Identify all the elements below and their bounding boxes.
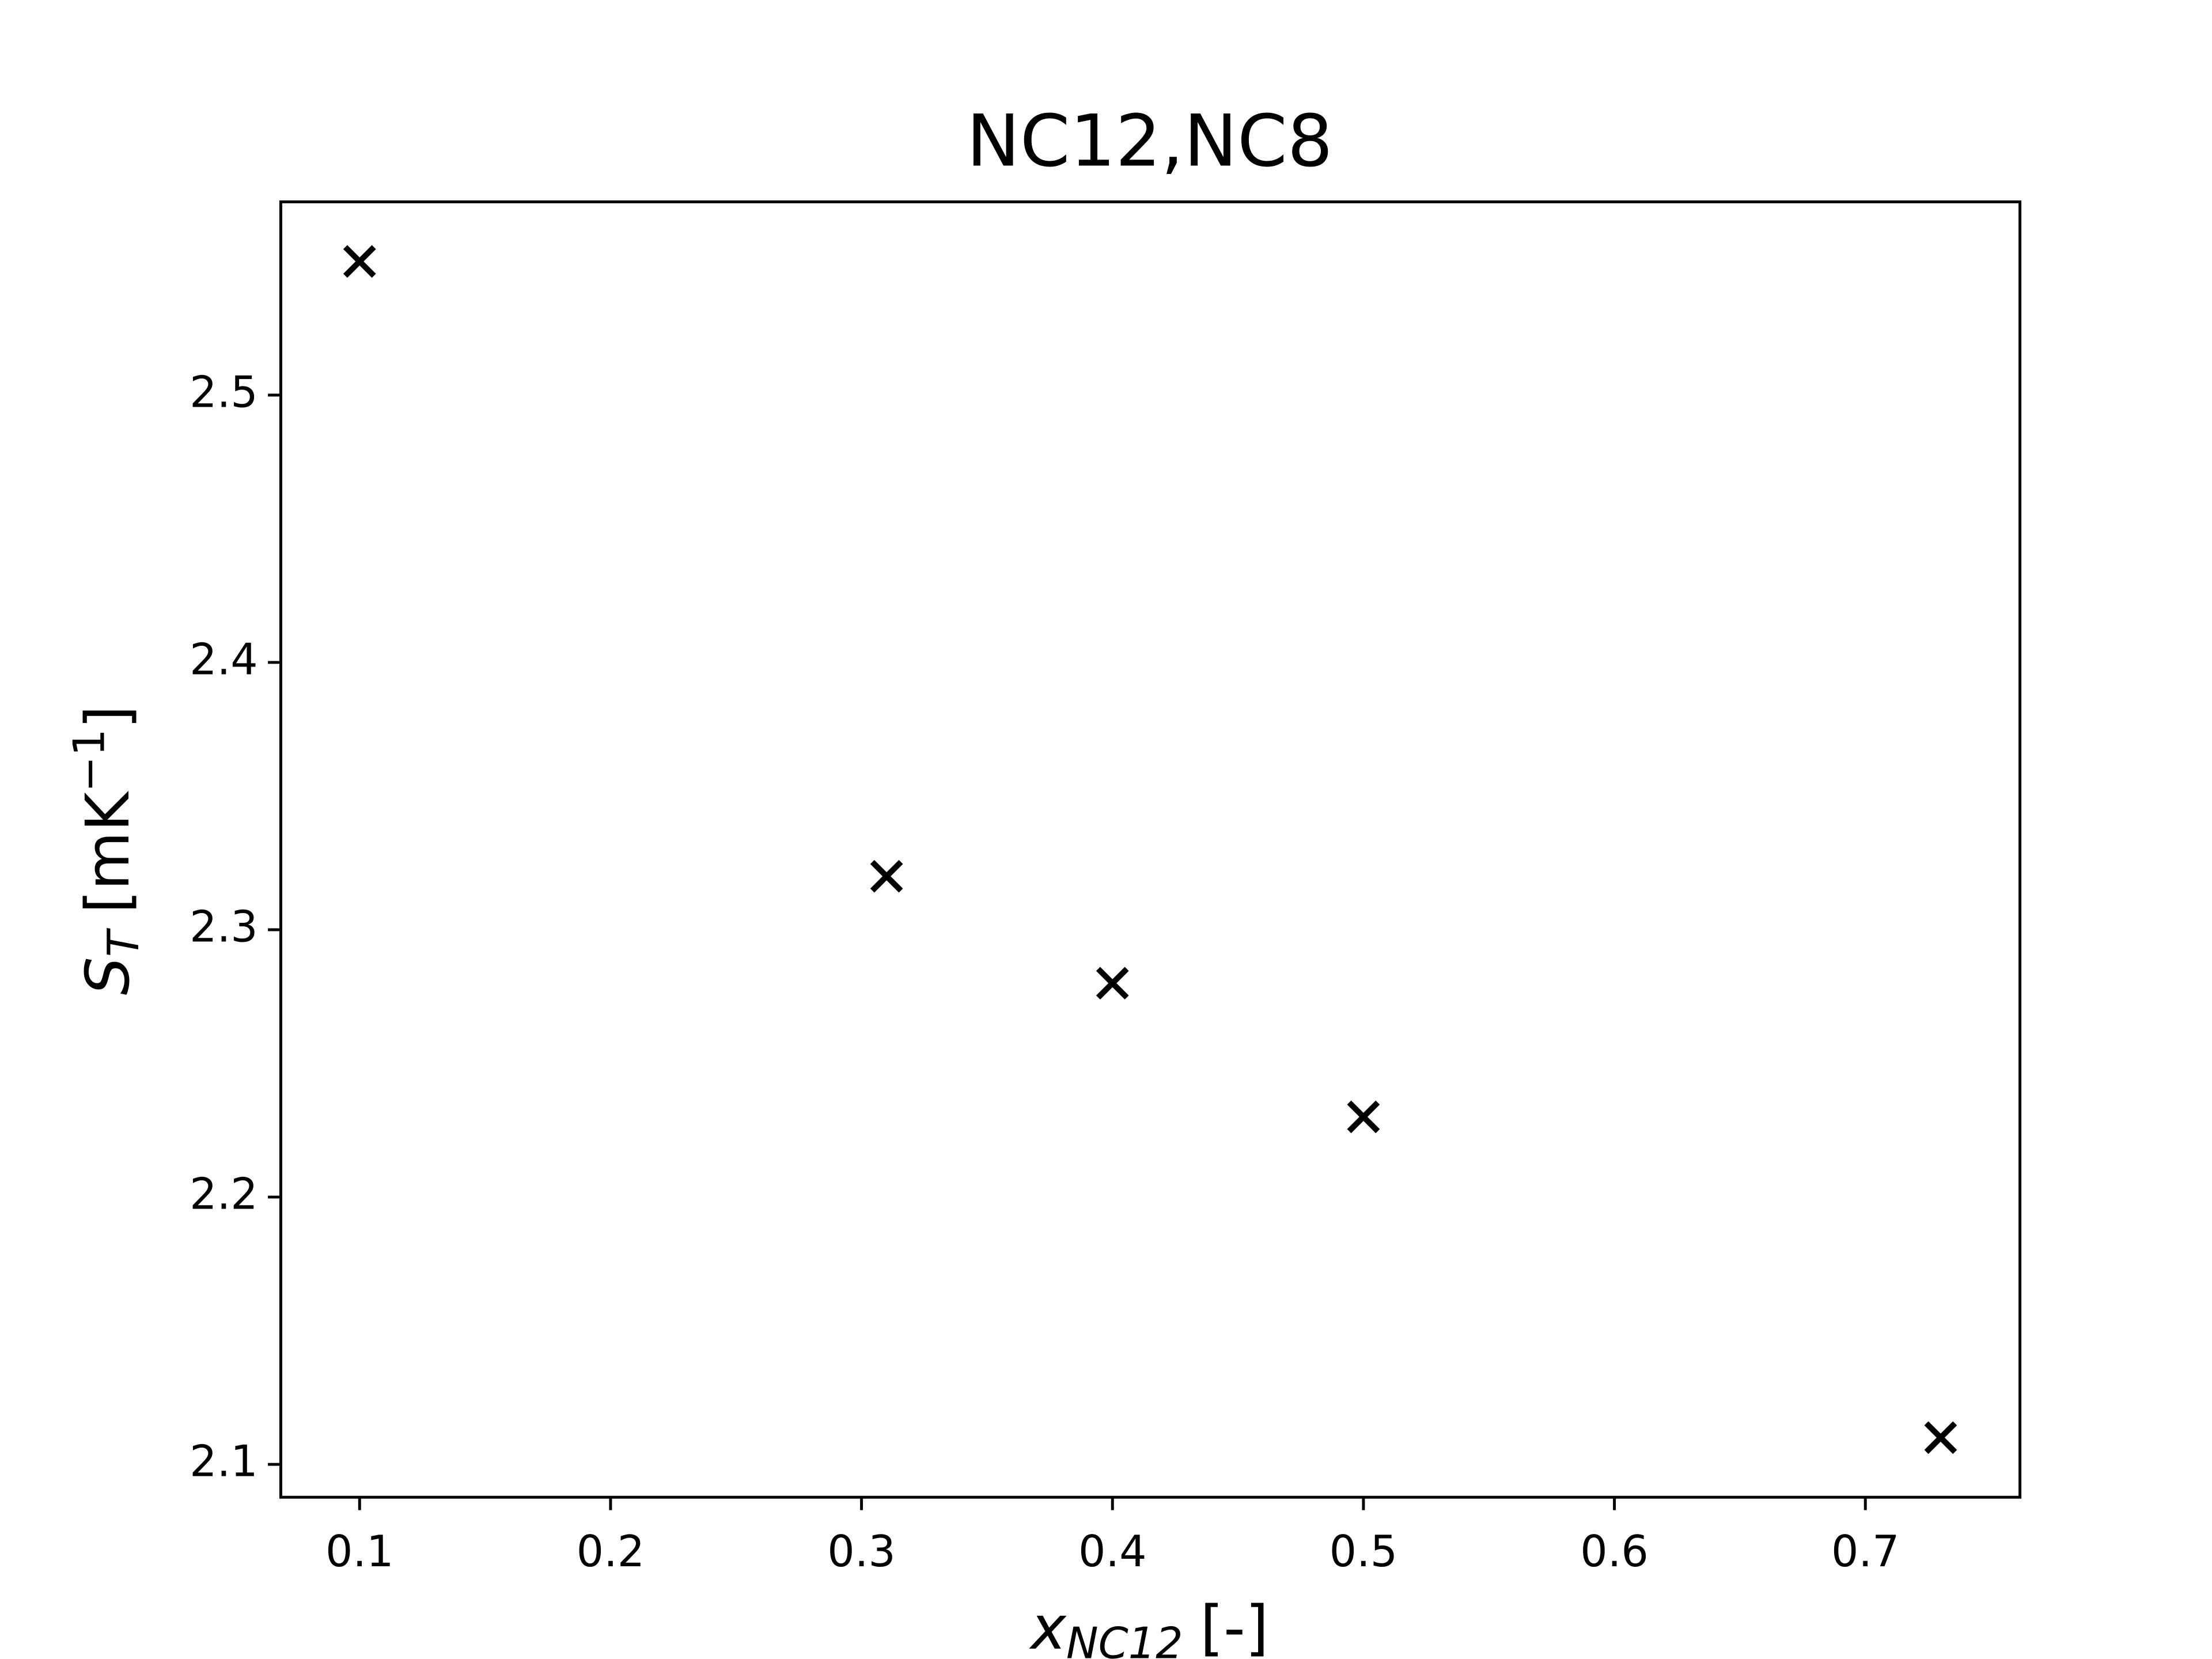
x-tick-label: 0.1 bbox=[325, 1527, 394, 1577]
point bbox=[1347, 1100, 1380, 1134]
x-tick-label: 0.4 bbox=[1078, 1527, 1147, 1577]
chart-title: NC12,NC8 bbox=[967, 100, 1333, 183]
y-tick-label: 2.5 bbox=[190, 367, 258, 417]
y-tick-label: 2.1 bbox=[190, 1437, 258, 1487]
point bbox=[343, 245, 376, 278]
y-label-superscript: −1 bbox=[64, 729, 114, 792]
x-label-subscript: NC12 bbox=[1066, 1618, 1183, 1659]
x-label-unit: [-] bbox=[1200, 1593, 1268, 1659]
x-tick-label: 0.5 bbox=[1330, 1527, 1398, 1577]
y-label-subscript: T bbox=[99, 927, 149, 957]
x-tick-label: 0.3 bbox=[827, 1527, 896, 1577]
x-label-symbol: x bbox=[1029, 1593, 1067, 1659]
x-tick-label: 0.6 bbox=[1580, 1527, 1649, 1577]
y-tick-label: 2.2 bbox=[190, 1169, 258, 1219]
y-tick-label: 2.3 bbox=[190, 902, 258, 952]
y-label-unit: [mK bbox=[73, 791, 143, 914]
point bbox=[1096, 967, 1129, 1000]
y-label-symbol: S bbox=[73, 957, 143, 995]
y-tick-label: 2.4 bbox=[190, 634, 258, 684]
point bbox=[870, 859, 903, 893]
x-axis-label: xNC12 [-] bbox=[1029, 1593, 1268, 1659]
point bbox=[1924, 1421, 1957, 1455]
y-axis-label: ST [mK−1] bbox=[64, 706, 149, 995]
plot-frame bbox=[279, 200, 2022, 1499]
x-tick-label: 0.7 bbox=[1831, 1527, 1900, 1577]
x-tick-label: 0.2 bbox=[577, 1527, 645, 1577]
y-label-close: ] bbox=[73, 706, 143, 729]
